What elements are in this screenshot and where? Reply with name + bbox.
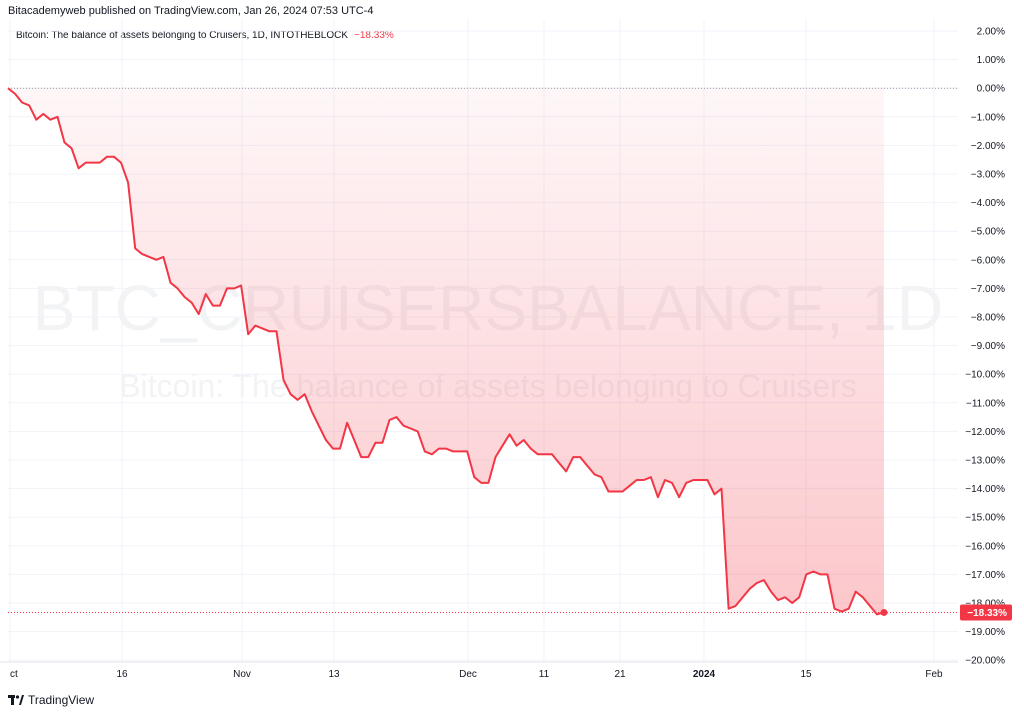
x-tick-label: 16 (116, 669, 128, 680)
y-tick-label: −10.00% (965, 370, 1005, 381)
y-tick-label: 1.00% (977, 55, 1005, 66)
y-tick-label: −15.00% (965, 513, 1005, 524)
x-tick-label: 2024 (693, 669, 716, 680)
last-value-dot (880, 608, 888, 616)
y-tick-label: −2.00% (971, 141, 1005, 152)
x-tick-label: Nov (233, 669, 251, 680)
y-tick-label: −9.00% (971, 341, 1005, 352)
x-tick-label: Feb (925, 669, 943, 680)
last-value-badge-bg (960, 604, 1012, 621)
y-tick-label: −14.00% (965, 484, 1005, 495)
footer-brand: TradingView (8, 693, 94, 707)
x-tick-label: Dec (459, 669, 477, 680)
y-tick-label: −7.00% (971, 284, 1005, 295)
last-value-badge-text: −18.33% (967, 608, 1007, 619)
y-tick-label: −11.00% (966, 398, 1005, 409)
area-chart: BTC_CRUISERSBALANCE, 1D Bitcoin: The bal… (0, 20, 1012, 680)
y-tick-label: −3.00% (971, 170, 1005, 181)
y-tick-label: −5.00% (971, 227, 1005, 238)
x-tick-label: 15 (800, 669, 812, 680)
y-tick-label: −19.00% (965, 627, 1005, 638)
x-tick-label: ct (10, 669, 18, 680)
footer-brand-label: TradingView (28, 693, 95, 707)
x-axis: ct 16 Nov 13 Dec 11 21 2024 15 Feb (10, 669, 943, 680)
x-tick-label: 21 (614, 669, 626, 680)
series-line (7, 87, 885, 616)
y-tick-label: 2.00% (977, 27, 1005, 38)
series-change: −18.33% (354, 30, 394, 41)
y-tick-label: −1.00% (971, 112, 1005, 123)
x-tick-label: 11 (539, 669, 550, 680)
area-fill (8, 88, 884, 615)
y-tick-label: −16.00% (965, 541, 1005, 552)
y-tick-label: −13.00% (965, 456, 1005, 467)
y-axis: 2.00% 1.00% 0.00% −1.00% −2.00% −3.00% −4.00% −… (965, 27, 1005, 667)
y-tick-label: −6.00% (971, 255, 1005, 266)
last-value-badge: −18.33% (960, 604, 1012, 621)
publisher-caption: Bitacademyweb published on TradingView.c… (8, 5, 374, 17)
y-tick-label: 0.00% (977, 84, 1005, 95)
tradingview-logo-icon (8, 695, 24, 705)
series-legend: Bitcoin: The balance of assets belonging… (16, 30, 394, 41)
y-tick-label: −4.00% (971, 198, 1005, 209)
y-tick-label: −17.00% (965, 570, 1005, 581)
series-title: Bitcoin: The balance of assets belonging… (16, 30, 349, 41)
y-tick-label: −12.00% (965, 427, 1005, 438)
y-tick-label: −18.00% (965, 599, 1005, 610)
y-tick-label: −20.00% (965, 656, 1005, 667)
x-tick-label: 13 (328, 669, 340, 680)
y-tick-label: −8.00% (971, 313, 1005, 324)
